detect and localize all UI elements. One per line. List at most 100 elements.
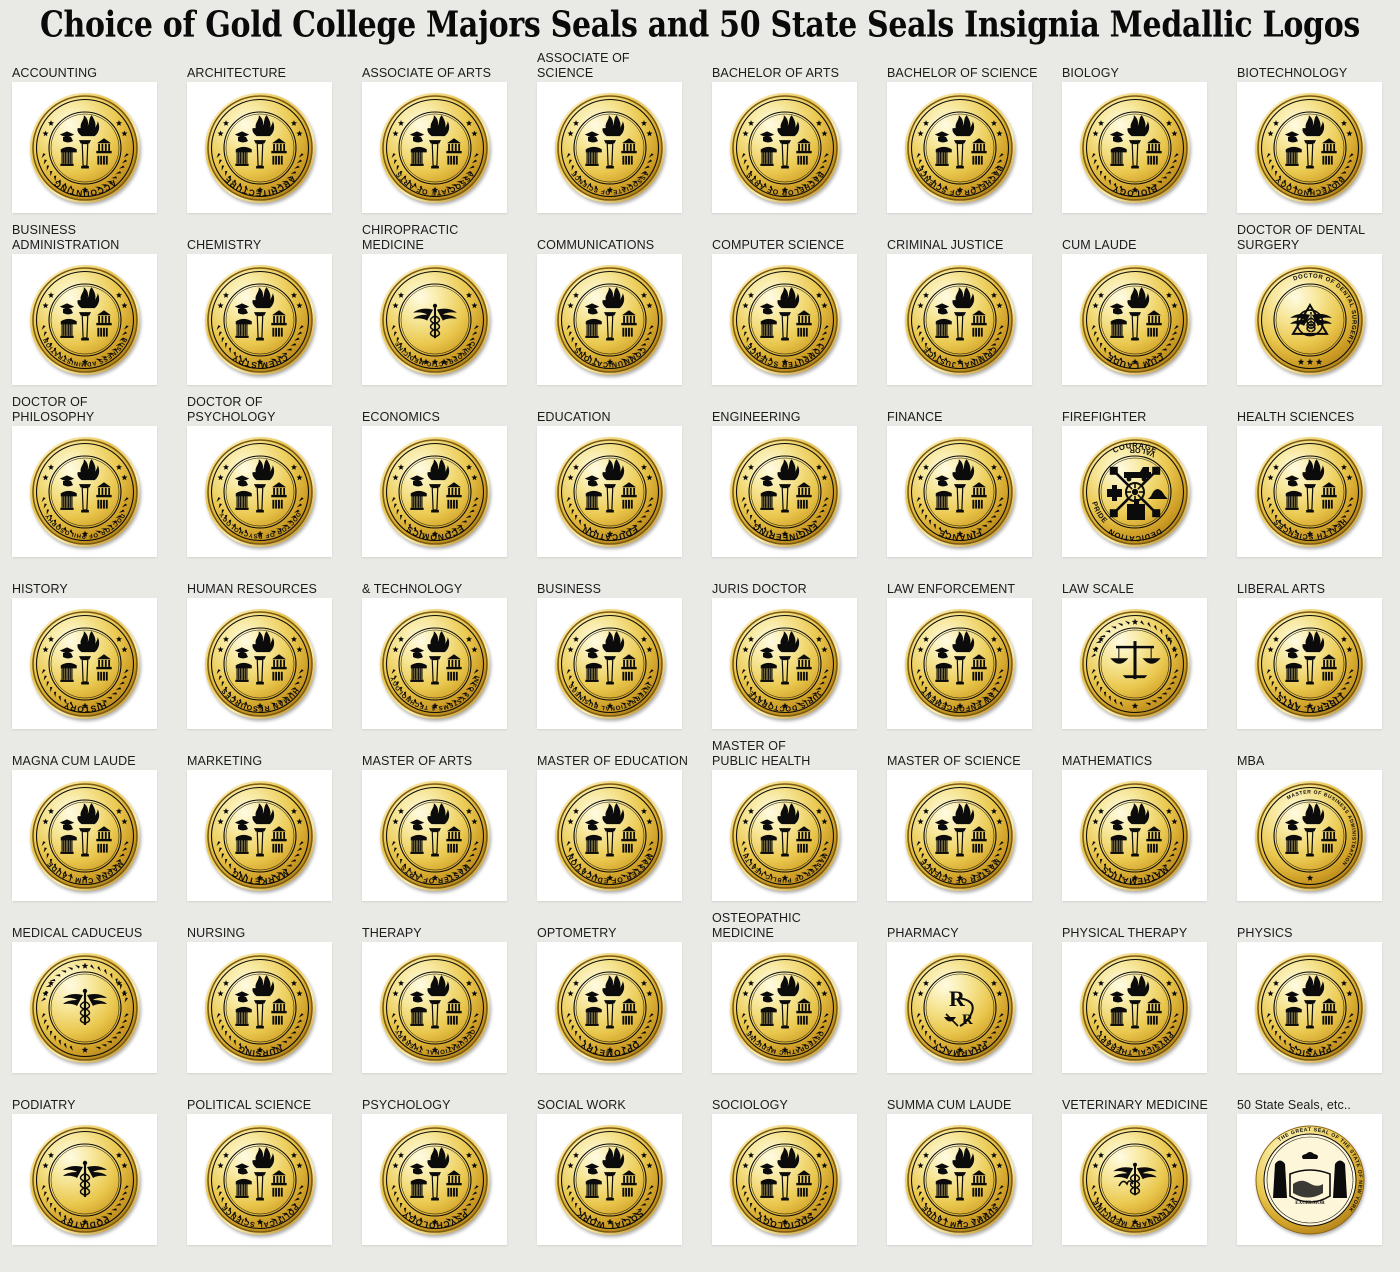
seal-cell[interactable]: PODIATRY PODIATRY xyxy=(0,1082,175,1254)
seal-cell[interactable]: HUMAN RESOURCES HUMAN RESOURCES xyxy=(175,566,350,738)
seal-cell[interactable]: HISTORY HISTORY xyxy=(0,566,175,738)
seal-cell[interactable]: ECONOMICS ECONOMICS xyxy=(350,394,525,566)
seal-tile[interactable]: THE GREAT SEAL OF THE STATE OF NEW YORK E… xyxy=(1237,1114,1382,1245)
seal-cell[interactable]: MBA MASTER OF BUSINESS ADMINISTRATION xyxy=(1225,738,1400,910)
seal-cell[interactable]: BIOTECHNOLOGY BIOTECHNOLOGY xyxy=(1225,50,1400,222)
seal-cell[interactable]: LAW ENFORCEMENT LAW ENFORCEMENT xyxy=(875,566,1050,738)
seal-tile[interactable]: LAW ENFORCEMENT xyxy=(887,598,1032,729)
seal-cell[interactable]: MASTER OF ARTS MASTER OF ARTS xyxy=(350,738,525,910)
seal-tile[interactable]: SOCIAL WORK xyxy=(537,1114,682,1245)
seal-tile[interactable]: SOCIOLOGY xyxy=(712,1114,857,1245)
seal-cell[interactable]: JURIS DOCTOR JURIS DOCTORATE xyxy=(700,566,875,738)
seal-tile[interactable]: MASTER OF EDUCATION xyxy=(537,770,682,901)
seal-cell[interactable]: COMPUTER SCIENCE COMPUTER SCIENCE xyxy=(700,222,875,394)
seal-tile[interactable]: FINANCE xyxy=(887,426,1032,557)
seal-tile[interactable]: BUSINESS ADMINISTRATION xyxy=(12,254,157,385)
seal-tile[interactable]: PODIATRY xyxy=(12,1114,157,1245)
seal-cell[interactable]: SUMMA CUM LAUDE SUMMA CUM LAUDE xyxy=(875,1082,1050,1254)
seal-tile[interactable]: OSTEOPATHIC MEDICINE xyxy=(712,942,857,1073)
seal-cell[interactable]: ASSOCIATE OF ARTS ASSOCIATE OF ARTS xyxy=(350,50,525,222)
seal-tile[interactable]: ECONOMICS xyxy=(362,426,507,557)
seal-tile[interactable]: ASSOCIATE OF SCIENCE xyxy=(537,82,682,213)
seal-tile[interactable]: MASTER OF BUSINESS ADMINISTRATION xyxy=(1237,770,1382,901)
seal-tile[interactable]: MATHEMATICS xyxy=(1062,770,1207,901)
seal-cell[interactable]: ARCHITECTURE ARCHITECTURE xyxy=(175,50,350,222)
seal-cell[interactable]: FIREFIGHTER COURAGE DEDICATION PRIDE VALOR xyxy=(1050,394,1225,566)
seal-cell[interactable]: SOCIOLOGY SOCIOLOGY xyxy=(700,1082,875,1254)
seal-cell[interactable]: COMMUNICATIONS COMMUNICATIONS xyxy=(525,222,700,394)
seal-cell[interactable]: CRIMINAL JUSTICE CRIMINAL JUSTICE xyxy=(875,222,1050,394)
seal-cell[interactable]: & TECHNOLOGY INFO SYSTEMS & TECHNOLOGY xyxy=(350,566,525,738)
seal-tile[interactable]: PHYSICS xyxy=(1237,942,1382,1073)
seal-cell[interactable]: EDUCATION EDUCATION xyxy=(525,394,700,566)
seal-tile[interactable]: INFO SYSTEMS & TECHNOLOGY xyxy=(362,598,507,729)
seal-cell[interactable]: THERAPY OCCUPATIONAL THERAPY xyxy=(350,910,525,1082)
seal-tile[interactable]: INTERNATIONAL BUSINESS xyxy=(537,598,682,729)
seal-tile[interactable]: ENGINEERING xyxy=(712,426,857,557)
seal-tile[interactable]: DOCTOR OF DENTAL SURGERY xyxy=(1237,254,1382,385)
seal-tile[interactable]: MASTER OF PUBLIC HEALTH xyxy=(712,770,857,901)
seal-cell[interactable]: VETERINARY MEDICINE VETERINARY MEDICINE xyxy=(1050,1082,1225,1254)
seal-tile[interactable]: COURAGE DEDICATION PRIDE VALOR xyxy=(1062,426,1207,557)
seal-cell[interactable]: LIBERAL ARTS LIBERAL ARTS xyxy=(1225,566,1400,738)
seal-cell[interactable]: CHEMISTRY CHEMISTRY xyxy=(175,222,350,394)
seal-cell[interactable]: MAGNA CUM LAUDE MAGNA CUM LAUDE xyxy=(0,738,175,910)
seal-tile[interactable]: DOCTOR OF PHILOSOPHY xyxy=(12,426,157,557)
seal-tile[interactable]: LIBERAL ARTS xyxy=(1237,598,1382,729)
seal-cell[interactable]: DOCTOR OF DENTAL SURGERY DOCTOR OF DENTAL… xyxy=(1225,222,1400,394)
seal-cell[interactable]: PSYCHOLOGY PSYCHOLOGY xyxy=(350,1082,525,1254)
seal-cell[interactable]: 50 State Seals, etc.. THE GREAT SEAL OF T… xyxy=(1225,1082,1400,1254)
seal-cell[interactable]: BIOLOGY BIOLOGY xyxy=(1050,50,1225,222)
seal-tile[interactable]: DOCTOR OF PSYCHOLOGY xyxy=(187,426,332,557)
seal-tile[interactable]: ACCOUNTING xyxy=(12,82,157,213)
seal-cell[interactable]: PHARMACY PHARMACY R R xyxy=(875,910,1050,1082)
seal-tile[interactable]: OPTOMETRY xyxy=(537,942,682,1073)
seal-cell[interactable]: MEDICAL CADUCEUS xyxy=(0,910,175,1082)
seal-tile[interactable]: OCCUPATIONAL THERAPY xyxy=(362,942,507,1073)
seal-tile[interactable]: SUMMA CUM LAUDE xyxy=(887,1114,1032,1245)
seal-cell[interactable]: SOCIAL WORK SOCIAL WORK xyxy=(525,1082,700,1254)
seal-tile[interactable]: BIOTECHNOLOGY xyxy=(1237,82,1382,213)
seal-tile[interactable]: CUM LAUDE xyxy=(1062,254,1207,385)
seal-tile[interactable]: PHARMACY R R xyxy=(887,942,1032,1073)
seal-cell[interactable]: MARKETING MARKETING xyxy=(175,738,350,910)
seal-tile[interactable]: HUMAN RESOURCES xyxy=(187,598,332,729)
seal-tile[interactable]: NURSING xyxy=(187,942,332,1073)
seal-tile[interactable] xyxy=(1062,598,1207,729)
seal-cell[interactable]: BUSINESS INTERNATIONAL BUSINESS xyxy=(525,566,700,738)
seal-tile[interactable]: MARKETING xyxy=(187,770,332,901)
seal-cell[interactable]: DOCTOR OF PHILOSOPHY DOCTOR OF PHILOSOPHY xyxy=(0,394,175,566)
seal-cell[interactable]: MATHEMATICS MATHEMATICS xyxy=(1050,738,1225,910)
seal-tile[interactable]: MASTER OF SCIENCE xyxy=(887,770,1032,901)
seal-cell[interactable]: PHYSICAL THERAPY PHYSICAL THERAPY xyxy=(1050,910,1225,1082)
seal-tile[interactable]: POLITICAL SCIENCE xyxy=(187,1114,332,1245)
seal-tile[interactable]: PSYCHOLOGY xyxy=(362,1114,507,1245)
seal-cell[interactable]: LAW SCALE xyxy=(1050,566,1225,738)
seal-tile[interactable]: ARCHITECTURE xyxy=(187,82,332,213)
seal-tile[interactable]: CHEMISTRY xyxy=(187,254,332,385)
seal-tile[interactable]: MASTER OF ARTS xyxy=(362,770,507,901)
seal-cell[interactable]: NURSING NURSING xyxy=(175,910,350,1082)
seal-tile[interactable]: CRIMINAL JUSTICE xyxy=(887,254,1032,385)
seal-cell[interactable]: CUM LAUDE CUM LAUDE xyxy=(1050,222,1225,394)
seal-tile[interactable]: ASSOCIATE OF ARTS xyxy=(362,82,507,213)
seal-cell[interactable]: ASSOCIATE OF SCIENCE ASSOCIATE OF SCIENCE xyxy=(525,50,700,222)
seal-cell[interactable]: ENGINEERING ENGINEERING xyxy=(700,394,875,566)
seal-cell[interactable]: MASTER OF EDUCATION MASTER OF EDUCATION xyxy=(525,738,700,910)
seal-tile[interactable]: MAGNA CUM LAUDE xyxy=(12,770,157,901)
seal-tile[interactable]: COMMUNICATIONS xyxy=(537,254,682,385)
seal-tile[interactable]: COMPUTER SCIENCE xyxy=(712,254,857,385)
seal-cell[interactable]: ACCOUNTING ACCOUNTING xyxy=(0,50,175,222)
seal-tile[interactable]: EDUCATION xyxy=(537,426,682,557)
seal-cell[interactable]: DOCTOR OF PSYCHOLOGY DOCTOR OF PSYCHOLOGY xyxy=(175,394,350,566)
seal-tile[interactable]: BACHELOR OF SCIENCE xyxy=(887,82,1032,213)
seal-cell[interactable]: OSTEOPATHIC MEDICINE OSTEOPATHIC MEDICINE xyxy=(700,910,875,1082)
seal-cell[interactable]: MASTER OF SCIENCE MASTER OF SCIENCE xyxy=(875,738,1050,910)
seal-cell[interactable]: HEALTH SCIENCES HEALTH SCIENCES xyxy=(1225,394,1400,566)
seal-tile[interactable] xyxy=(12,942,157,1073)
seal-cell[interactable]: BUSINESS ADMINISTRATION BUSINESS ADMINIST… xyxy=(0,222,175,394)
seal-tile[interactable]: BIOLOGY xyxy=(1062,82,1207,213)
seal-cell[interactable]: FINANCE FINANCE xyxy=(875,394,1050,566)
seal-tile[interactable]: VETERINARY MEDICINE xyxy=(1062,1114,1207,1245)
seal-tile[interactable]: JURIS DOCTORATE xyxy=(712,598,857,729)
